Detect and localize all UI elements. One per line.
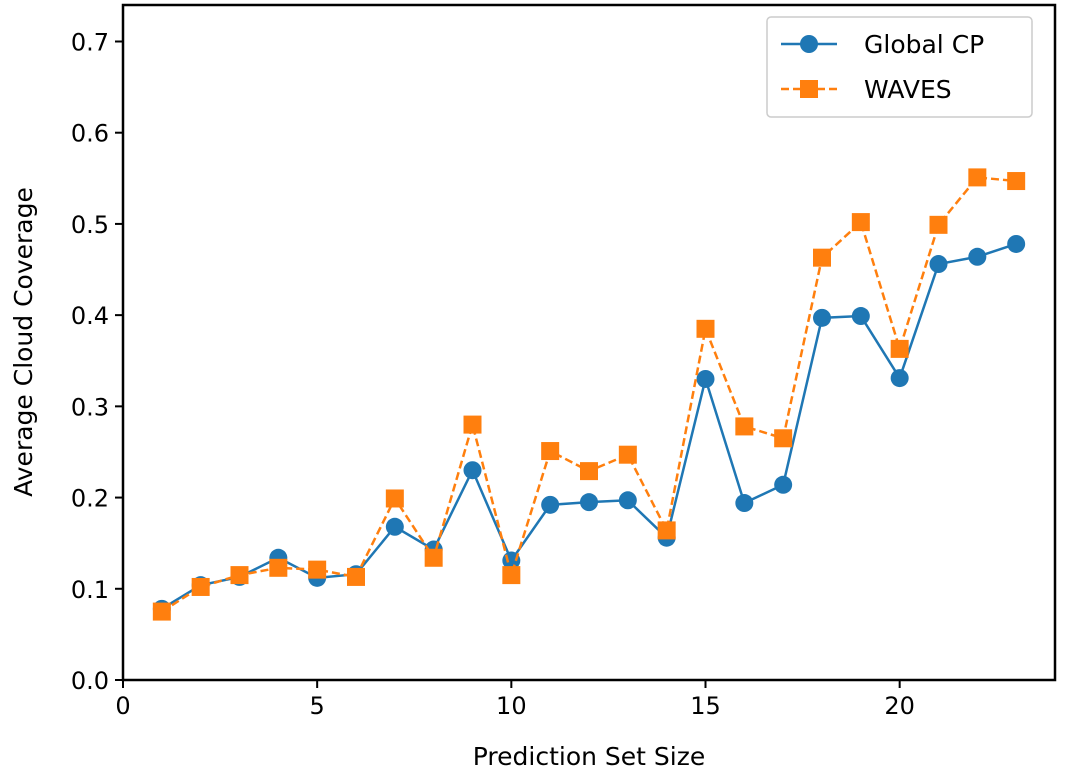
data-point-waves [657,521,676,540]
data-point-global-cp [968,247,987,266]
data-point-waves [774,429,793,448]
legend-label-global-cp: Global CP [864,30,984,59]
axes-layer: 0 5 10 15 20 0.0 0.1 0.2 0.3 0.4 0.5 0.6 0.7 [71,28,915,720]
data-point-waves [308,560,327,579]
data-point-waves [230,566,249,585]
y-tick-label: 0.0 [71,667,109,695]
data-point-waves [968,168,987,187]
data-point-global-cp [618,491,637,510]
data-point-waves [463,415,482,434]
data-point-global-cp [463,461,482,480]
data-point-global-cp [1007,234,1026,253]
data-point-waves [385,489,404,508]
x-tick-label: 10 [496,692,527,720]
x-tick-label: 0 [115,692,130,720]
legend-marker-global-cp [800,35,818,53]
data-point-global-cp [541,495,560,514]
data-point-waves [580,462,598,481]
legend-label-waves: WAVES [864,75,952,104]
data-point-waves [269,558,288,577]
y-axis-label: Average Cloud Coverage [9,187,38,497]
x-tick-label: 20 [884,692,915,720]
data-point-global-cp [735,494,754,513]
data-point-waves [152,602,171,621]
y-tick-label: 0.4 [71,302,109,330]
legend-box [766,16,1033,118]
y-tick-label: 0.1 [71,576,109,604]
data-point-global-cp [890,369,909,388]
data-point-global-cp [774,475,793,494]
x-tick-label: 15 [690,692,721,720]
data-point-waves [502,566,521,585]
plot-frame [121,3,1057,682]
data-point-waves [851,213,870,232]
data-point-waves [424,548,443,567]
data-point-waves [890,339,909,358]
y-tick-label: 0.3 [71,393,109,421]
data-point-global-cp [385,517,404,536]
data-point-global-cp [813,308,831,327]
data-point-waves [541,442,560,461]
data-point-global-cp [580,493,598,512]
legend: Global CP WAVES [766,16,1033,118]
series-layer [152,168,1026,621]
y-tick-label: 0.7 [71,28,109,56]
data-point-waves [1007,172,1026,191]
data-point-waves [735,417,754,436]
y-tick-label: 0.2 [71,485,109,513]
data-point-waves [347,567,365,586]
data-point-waves [618,445,637,464]
data-point-global-cp [696,369,715,388]
x-axis-label: Prediction Set Size [473,742,705,771]
data-point-waves [696,319,715,338]
y-tick-label: 0.5 [71,211,109,239]
y-tick-label: 0.6 [71,120,109,148]
legend-marker-waves [800,80,818,98]
data-point-global-cp [929,255,948,274]
data-point-waves [813,248,831,267]
data-point-waves [191,577,210,596]
data-point-waves [929,215,948,234]
data-point-global-cp [851,307,870,326]
x-tick-label: 5 [310,692,325,720]
